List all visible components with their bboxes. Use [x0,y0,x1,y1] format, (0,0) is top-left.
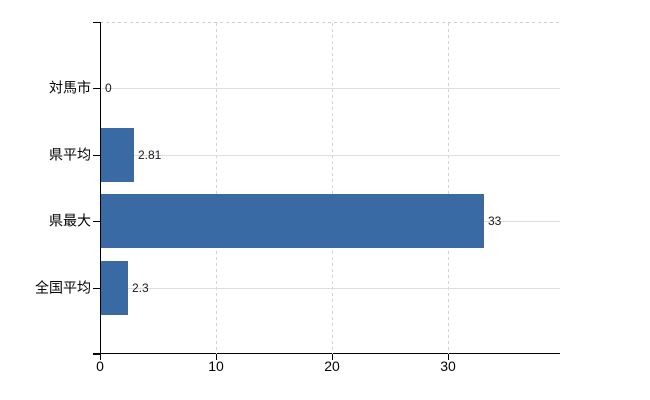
x-axis-line [93,353,560,354]
category-gridline [101,288,560,289]
bar-県平均 [101,128,134,182]
x-tick-label: 0 [96,358,104,374]
vertical-gridline [216,23,218,354]
x-axis-tick [332,354,333,360]
value-label: 33 [488,213,502,228]
plot-top-border [100,22,560,23]
value-label: 2.3 [132,280,149,295]
y-axis-tick [93,354,100,355]
bar-全国平均 [101,261,128,315]
y-axis-line [100,22,101,354]
y-axis-tick [93,88,100,89]
category-label-県平均: 県平均 [49,146,91,163]
value-label: 2.81 [138,147,162,162]
category-gridline [101,88,560,89]
value-label: 0 [105,80,112,95]
category-label-全国平均: 全国平均 [35,279,91,296]
x-axis-tick [100,354,101,360]
category-label-対馬市: 対馬市 [49,79,91,96]
plot-area: 0 2.81 33 2.3 [93,22,560,360]
x-tick-label: 20 [324,358,340,374]
x-tick-label: 10 [208,358,224,374]
bar-県最大 [101,194,484,248]
category-label-県最大: 県最大 [49,212,91,229]
y-axis-tick [93,22,100,23]
x-axis-tick [448,354,449,360]
x-tick-label: 30 [440,358,456,374]
vertical-gridline [332,23,334,354]
vertical-gridline [448,23,450,354]
y-axis-tick [93,288,100,289]
x-axis-tick [216,354,217,360]
y-axis-tick [93,221,100,222]
category-gridline [101,155,560,156]
y-axis-tick [93,155,100,156]
